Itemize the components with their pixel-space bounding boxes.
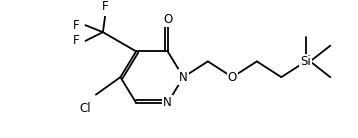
Text: F: F — [73, 19, 79, 32]
Text: N: N — [163, 96, 172, 109]
Text: F: F — [73, 34, 79, 47]
Text: F: F — [102, 0, 109, 13]
Text: Si: Si — [300, 55, 311, 68]
Text: Cl: Cl — [79, 102, 91, 115]
Text: N: N — [179, 71, 188, 84]
Text: O: O — [228, 71, 237, 84]
Text: O: O — [163, 13, 172, 26]
